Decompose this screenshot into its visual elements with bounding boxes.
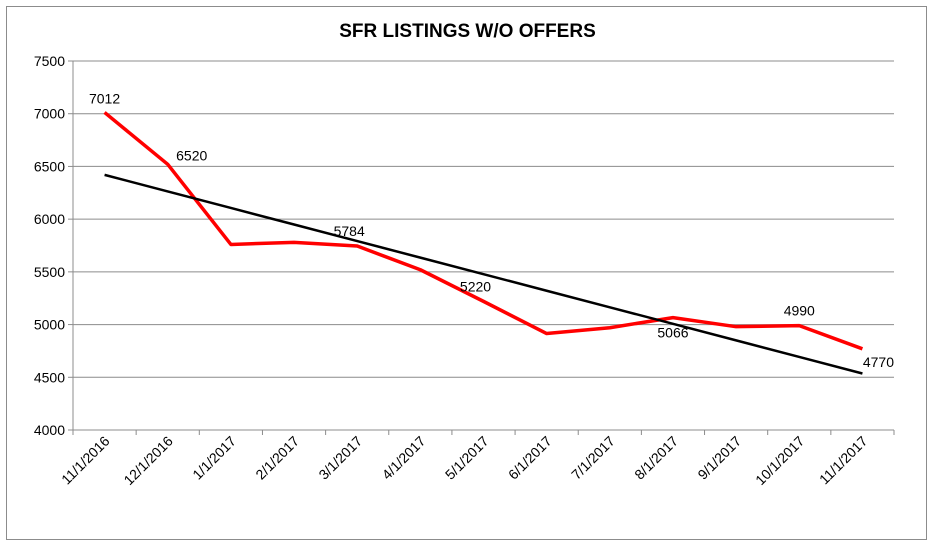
y-tick-label: 7500 [34,53,65,69]
data-label: 5220 [460,278,491,294]
x-tick-label: 2/1/2017 [252,433,302,483]
y-tick-label: 4500 [34,369,65,385]
x-tick-label: 11/1/2016 [58,433,113,488]
y-tick-label: 6000 [34,211,65,227]
x-tick-label: 10/1/2017 [752,433,808,489]
y-tick-label: 5000 [34,317,65,333]
chart-title: SFR LISTINGS W/O OFFERS [339,21,596,42]
x-tick-label: 4/1/2017 [379,433,429,483]
x-tick-label: 12/1/2016 [120,433,176,489]
x-tick-label: 11/1/2017 [816,433,871,488]
x-tick-label: 7/1/2017 [568,433,618,483]
y-tick-label: 6500 [34,158,65,174]
x-tick-label: 1/1/2017 [189,433,239,483]
data-label: 5784 [334,223,365,239]
data-label: 6520 [176,147,207,163]
data-label: 5066 [657,325,688,341]
x-tick-label: 6/1/2017 [505,433,555,483]
chart-frame [6,6,927,540]
x-tick-label: 8/1/2017 [631,433,681,483]
x-tick-label: 3/1/2017 [315,433,365,483]
series-line [103,111,864,351]
data-label: 7012 [89,90,120,106]
y-tick-label: 7000 [34,106,65,122]
y-tick-label: 5500 [34,264,65,280]
x-tick-label: 9/1/2017 [694,433,744,483]
data-label: 4990 [784,303,815,319]
x-tick-label: 5/1/2017 [442,433,492,483]
data-label: 4770 [863,354,894,370]
y-tick-label: 4000 [34,422,65,438]
